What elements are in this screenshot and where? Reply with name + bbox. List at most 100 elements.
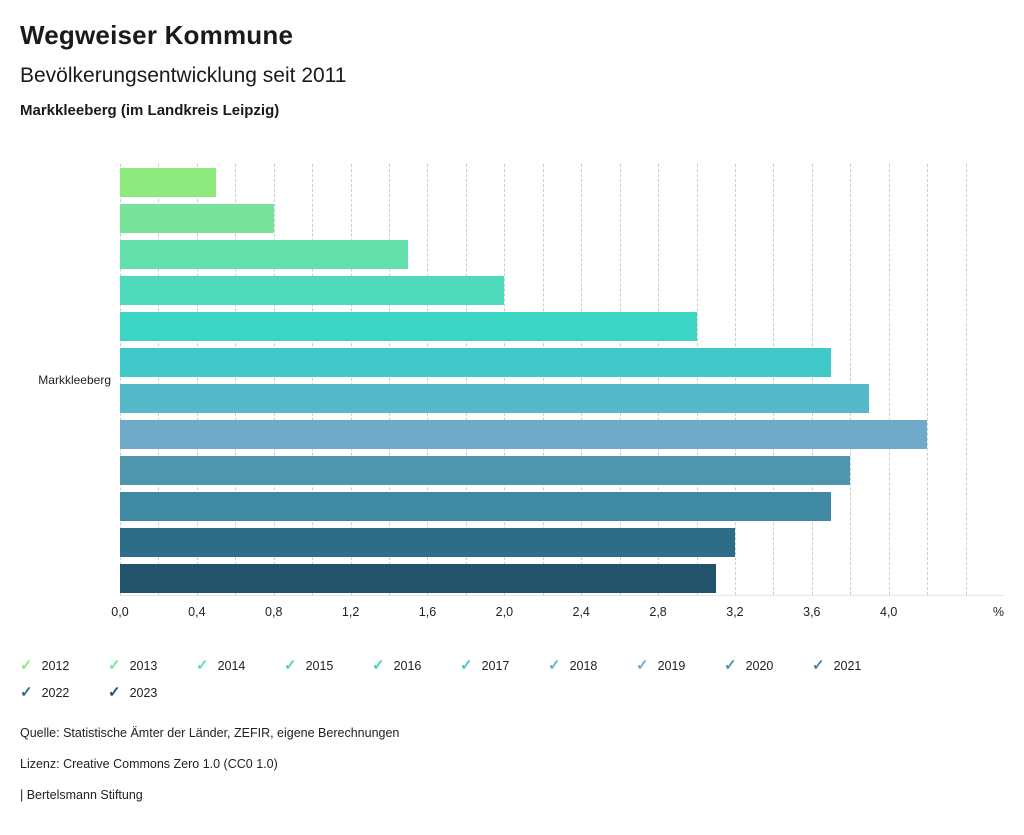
gridline	[850, 164, 852, 596]
gridline	[350, 164, 352, 596]
bar-2017[interactable]	[120, 347, 832, 377]
gridline	[158, 164, 160, 596]
bar-row-2014	[120, 236, 1004, 272]
check-icon: ✓	[548, 657, 561, 675]
legend-label: 2013	[129, 658, 158, 673]
chart-title: Bevölkerungsentwicklung seit 2011	[20, 64, 347, 88]
legend: ✓ 2012 ✓ 2013 ✓ 2014 ✓ 2015 ✓ 2016 ✓ 2017 ✓ 2018 ✓ 2019…	[20, 658, 900, 700]
legend-item-2016[interactable]: ✓ 2016	[372, 658, 460, 673]
bar-row-2015	[120, 272, 1004, 308]
gridline	[273, 164, 275, 596]
gridline	[581, 164, 583, 596]
gridline	[927, 164, 929, 596]
legend-item-2017[interactable]: ✓ 2017	[460, 658, 548, 673]
region-label: Markkleeberg (im Landkreis Leipzig)	[20, 102, 280, 120]
legend-item-2021[interactable]: ✓ 2021	[812, 658, 900, 673]
x-tick-4,0: 4,0	[879, 605, 898, 620]
bar-row-2017	[120, 344, 1004, 380]
x-axis-unit-label: %	[992, 605, 1004, 620]
legend-item-2018[interactable]: ✓ 2018	[548, 658, 636, 673]
license-text: Lizenz: Creative Commons Zero 1.0 (CC0 1…	[20, 757, 278, 772]
check-icon: ✓	[196, 657, 209, 675]
bar-2021[interactable]	[120, 491, 832, 521]
check-icon: ✓	[636, 657, 649, 675]
legend-label: 2021	[833, 658, 862, 673]
x-tick-2,8: 2,8	[649, 605, 667, 620]
legend-item-2020[interactable]: ✓ 2020	[724, 658, 812, 673]
legend-item-2019[interactable]: ✓ 2019	[636, 658, 724, 673]
check-icon: ✓	[812, 657, 825, 675]
gridline	[888, 164, 890, 596]
legend-label: 2014	[217, 658, 246, 673]
population-bar-chart: Markkleeberg 0,0 0,4 0,8 1,2 1,6 2,0 2,4 2,8 3,2…	[20, 164, 1004, 628]
bar-2015[interactable]	[120, 275, 505, 305]
legend-label: 2018	[569, 658, 598, 673]
bar-2022[interactable]	[120, 527, 735, 557]
legend-label: 2015	[305, 658, 334, 673]
legend-item-2015[interactable]: ✓ 2015	[284, 658, 372, 673]
gridline	[389, 164, 391, 596]
legend-label: 2012	[41, 658, 70, 673]
legend-label: 2022	[41, 685, 70, 700]
check-icon: ✓	[724, 657, 737, 675]
gridline	[658, 164, 660, 596]
gridline	[619, 164, 621, 596]
gridline	[542, 164, 544, 596]
x-tick-0,8: 0,8	[265, 605, 283, 620]
x-tick-2,4: 2,4	[572, 605, 590, 620]
bars-layer	[120, 164, 1004, 595]
y-axis-label: Markkleeberg	[38, 373, 111, 388]
bar-2014[interactable]	[120, 239, 409, 269]
check-icon: ✓	[20, 657, 33, 675]
legend-item-2014[interactable]: ✓ 2014	[196, 658, 284, 673]
bar-2013[interactable]	[120, 203, 274, 233]
x-tick-1,2: 1,2	[341, 605, 360, 620]
bar-2012[interactable]	[120, 167, 217, 197]
bar-2023[interactable]	[120, 563, 716, 593]
plot-area	[120, 164, 1004, 597]
footer: Quelle: Statistische Ämter der Länder, Z…	[20, 726, 1004, 803]
bar-row-2018	[120, 380, 1004, 416]
x-axis: 0,0 0,4 0,8 1,2 1,6 2,0 2,4 2,8 3,2 3,6 4,0%	[111, 596, 1004, 628]
gridline	[811, 164, 813, 596]
bar-row-2013	[120, 200, 1004, 236]
bar-row-2020	[120, 452, 1004, 488]
gridline	[965, 164, 967, 596]
bar-row-2021	[120, 488, 1004, 524]
legend-label: 2023	[129, 685, 158, 700]
gridline	[465, 164, 467, 596]
bar-row-2016	[120, 308, 1004, 344]
gridline	[696, 164, 698, 596]
x-tick-0,4: 0,4	[188, 605, 206, 620]
page-title: Wegweiser Kommune	[20, 20, 294, 50]
gridline	[773, 164, 775, 596]
legend-item-2013[interactable]: ✓ 2013	[108, 658, 196, 673]
x-tick-0,0: 0,0	[111, 605, 129, 620]
check-icon: ✓	[108, 684, 121, 702]
legend-label: 2016	[393, 658, 422, 673]
bar-2016[interactable]	[120, 311, 697, 341]
legend-label: 2019	[657, 658, 686, 673]
check-icon: ✓	[460, 657, 473, 675]
legend-item-2023[interactable]: ✓ 2023	[108, 685, 196, 700]
check-icon: ✓	[284, 657, 297, 675]
gridline	[312, 164, 314, 596]
legend-item-2012[interactable]: ✓ 2012	[20, 658, 108, 673]
x-tick-3,6: 3,6	[803, 605, 821, 620]
bar-row-2022	[120, 524, 1004, 560]
bar-row-2023	[120, 560, 1004, 596]
gridline	[196, 164, 198, 596]
bar-2019[interactable]	[120, 419, 928, 449]
gridline	[427, 164, 429, 596]
legend-item-2022[interactable]: ✓ 2022	[20, 685, 108, 700]
x-tick-2,0: 2,0	[495, 605, 514, 620]
legend-label: 2020	[745, 658, 774, 673]
gridline	[235, 164, 237, 596]
source-text: Quelle: Statistische Ämter der Länder, Z…	[20, 726, 400, 741]
bar-2018[interactable]	[120, 383, 870, 413]
bar-2020[interactable]	[120, 455, 851, 485]
check-icon: ✓	[20, 684, 33, 702]
x-tick-1,6: 1,6	[418, 605, 437, 620]
header: Wegweiser Kommune Bevölkerungsentwicklun…	[20, 20, 1004, 120]
